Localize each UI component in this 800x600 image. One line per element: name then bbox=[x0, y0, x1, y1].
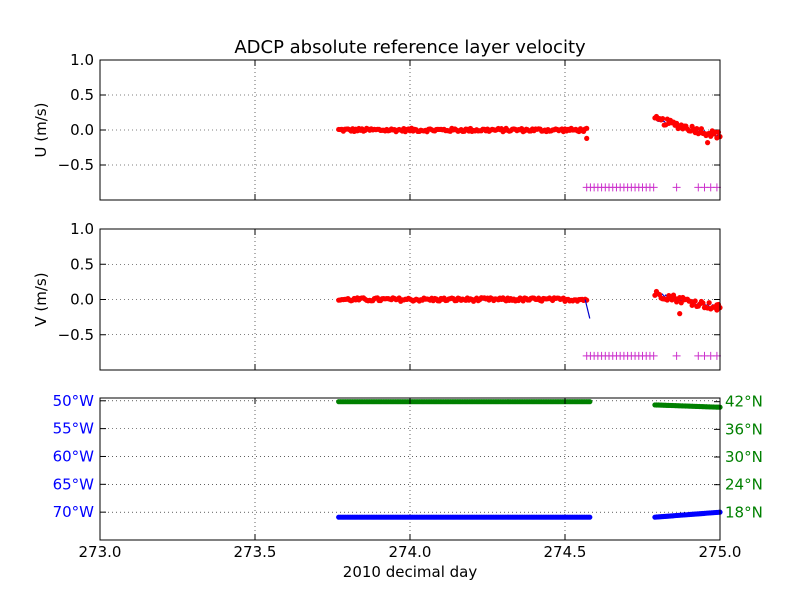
velocity-outlier bbox=[714, 307, 720, 313]
lat-point bbox=[587, 399, 593, 405]
velocity-point bbox=[584, 125, 590, 131]
y-tick-label-right: 18°N bbox=[725, 503, 763, 521]
velocity-point bbox=[700, 300, 706, 306]
x-tick-label: 274.0 bbox=[389, 543, 432, 561]
plot-frame bbox=[99, 59, 721, 201]
flag-marker bbox=[672, 183, 681, 192]
x-tick-label: 274.5 bbox=[544, 543, 587, 561]
velocity-outlier bbox=[677, 311, 683, 317]
plot-frame bbox=[99, 228, 721, 371]
y-tick-label: 1.0 bbox=[70, 51, 94, 69]
x-axis-label: 2010 decimal day bbox=[343, 563, 478, 581]
y-tick-label: 1.0 bbox=[70, 220, 94, 238]
y-axis-label: V (m/s) bbox=[32, 272, 50, 326]
y-tick-label: 0.0 bbox=[70, 291, 94, 309]
y-tick-label: 0.5 bbox=[70, 86, 94, 104]
velocity-point bbox=[694, 125, 700, 132]
chart-title: ADCP absolute reference layer velocity bbox=[234, 37, 586, 58]
x-tick-label: 273.5 bbox=[234, 543, 277, 561]
panel-position: 50°W 55°W 60°W 65°W 70°W 42°N 36°N 30°N 24°N 18°N… bbox=[53, 392, 763, 561]
lon-point bbox=[587, 514, 593, 520]
y-tick-label-right: 30°N bbox=[725, 448, 763, 466]
flag-marker bbox=[649, 351, 658, 360]
velocity-point bbox=[692, 298, 698, 304]
x-tick-label: 273.0 bbox=[79, 543, 122, 561]
velocity-point bbox=[660, 115, 666, 122]
y-tick-label-left: 50°W bbox=[53, 392, 95, 410]
y-tick-label-left: 55°W bbox=[53, 420, 95, 438]
y-tick-label: 0.0 bbox=[70, 121, 94, 139]
flag-marker bbox=[672, 351, 681, 360]
velocity-line-drop bbox=[584, 299, 591, 319]
plot-frame bbox=[99, 397, 721, 541]
velocity-point bbox=[664, 297, 670, 303]
y-tick-label: −0.5 bbox=[58, 326, 94, 344]
velocity-point bbox=[698, 126, 705, 132]
flag-marker bbox=[649, 183, 658, 192]
panel-v: 1.0 0.5 0.0 −0.5 V (m/s) bbox=[32, 220, 723, 371]
y-tick-label: 0.5 bbox=[70, 255, 94, 273]
x-tick-label: 275.0 bbox=[699, 543, 742, 561]
y-tick-label-right: 42°N bbox=[725, 393, 763, 411]
y-tick-label-right: 36°N bbox=[725, 420, 763, 438]
velocity-point bbox=[706, 300, 712, 306]
panel-u: 1.0 0.5 0.0 −0.5 U (m/s) bbox=[32, 51, 723, 201]
panels: 1.0 0.5 0.0 −0.5 U (m/s) 1.0 0.5 0.0 −0.5 V (m/s)… bbox=[32, 51, 763, 561]
y-tick-label-right: 24°N bbox=[725, 476, 763, 494]
y-tick-label-left: 65°W bbox=[53, 475, 95, 493]
velocity-outlier bbox=[584, 135, 590, 141]
velocity-outlier bbox=[705, 140, 711, 146]
y-tick-label: −0.5 bbox=[58, 156, 94, 174]
y-tick-label-left: 60°W bbox=[53, 447, 95, 465]
y-axis-label: U (m/s) bbox=[32, 103, 50, 158]
y-tick-label-left: 70°W bbox=[53, 503, 95, 521]
